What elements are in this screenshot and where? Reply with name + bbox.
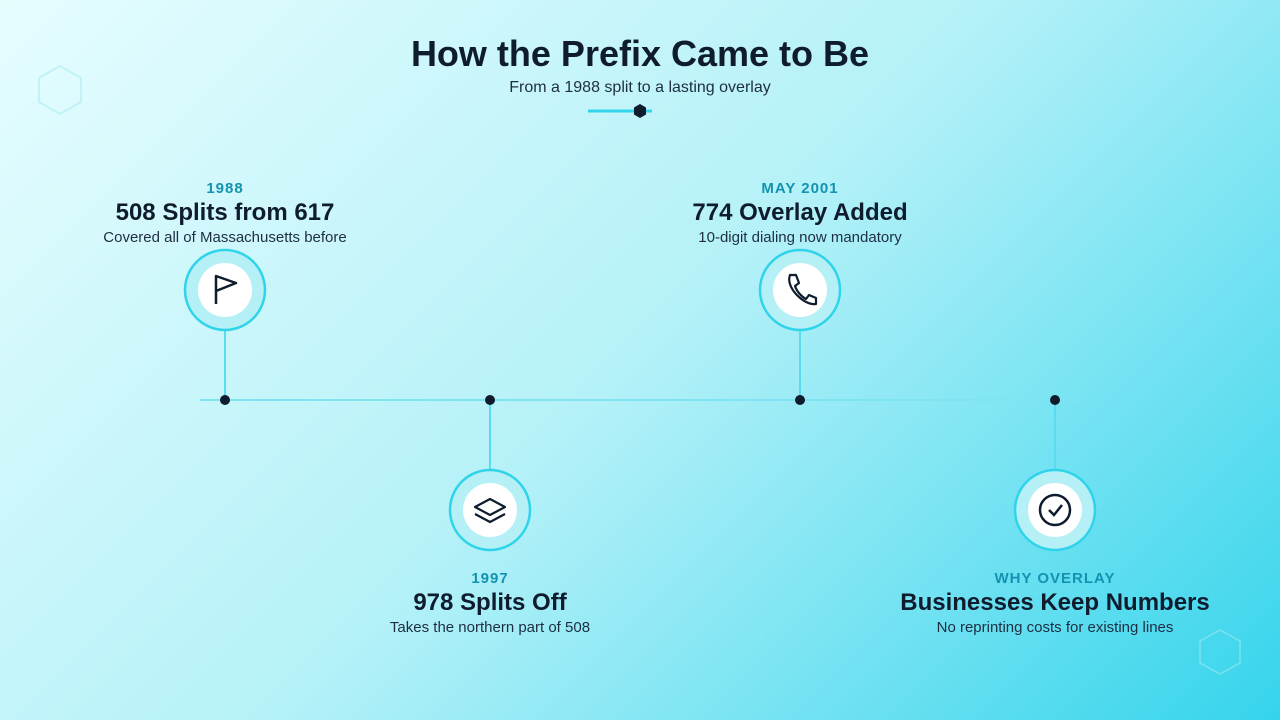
dots bbox=[220, 395, 1060, 405]
icon-circles bbox=[183, 248, 1097, 552]
event-label: 1988 bbox=[206, 180, 244, 197]
divider-hex bbox=[634, 104, 646, 118]
event-description: Covered all of Massachusetts before bbox=[103, 229, 347, 246]
event-description: 10-digit dialing now mandatory bbox=[698, 229, 902, 246]
title: How the Prefix Came to Be bbox=[410, 33, 870, 74]
subtitle: From a 1988 split to a lasting overlay bbox=[509, 79, 771, 96]
hexagon bbox=[38, 64, 82, 116]
event-label: MAY 2001 bbox=[761, 180, 839, 197]
hexagon bbox=[1199, 629, 1241, 675]
event-description: Takes the northern part of 508 bbox=[389, 619, 591, 636]
event-description: No reprinting costs for existing lines bbox=[936, 619, 1174, 636]
event-label: 1997 bbox=[471, 570, 509, 587]
event: WHY OVERLAY Businesses Keep Numbers No r… bbox=[855, 570, 1255, 636]
event: 1988 508 Splits from 617 Covered all of … bbox=[25, 180, 425, 246]
event-title: 508 Splits from 617 bbox=[115, 199, 335, 226]
event: 1997 978 Splits Off Takes the northern p… bbox=[290, 570, 690, 636]
event-title: 978 Splits Off bbox=[413, 589, 567, 616]
event-title: 774 Overlay Added bbox=[692, 199, 908, 226]
connectors bbox=[224, 330, 1056, 470]
event-title: Businesses Keep Numbers bbox=[900, 589, 1210, 616]
event-label: WHY OVERLAY bbox=[994, 570, 1116, 587]
event: MAY 2001 774 Overlay Added 10-digit dial… bbox=[600, 180, 1000, 246]
